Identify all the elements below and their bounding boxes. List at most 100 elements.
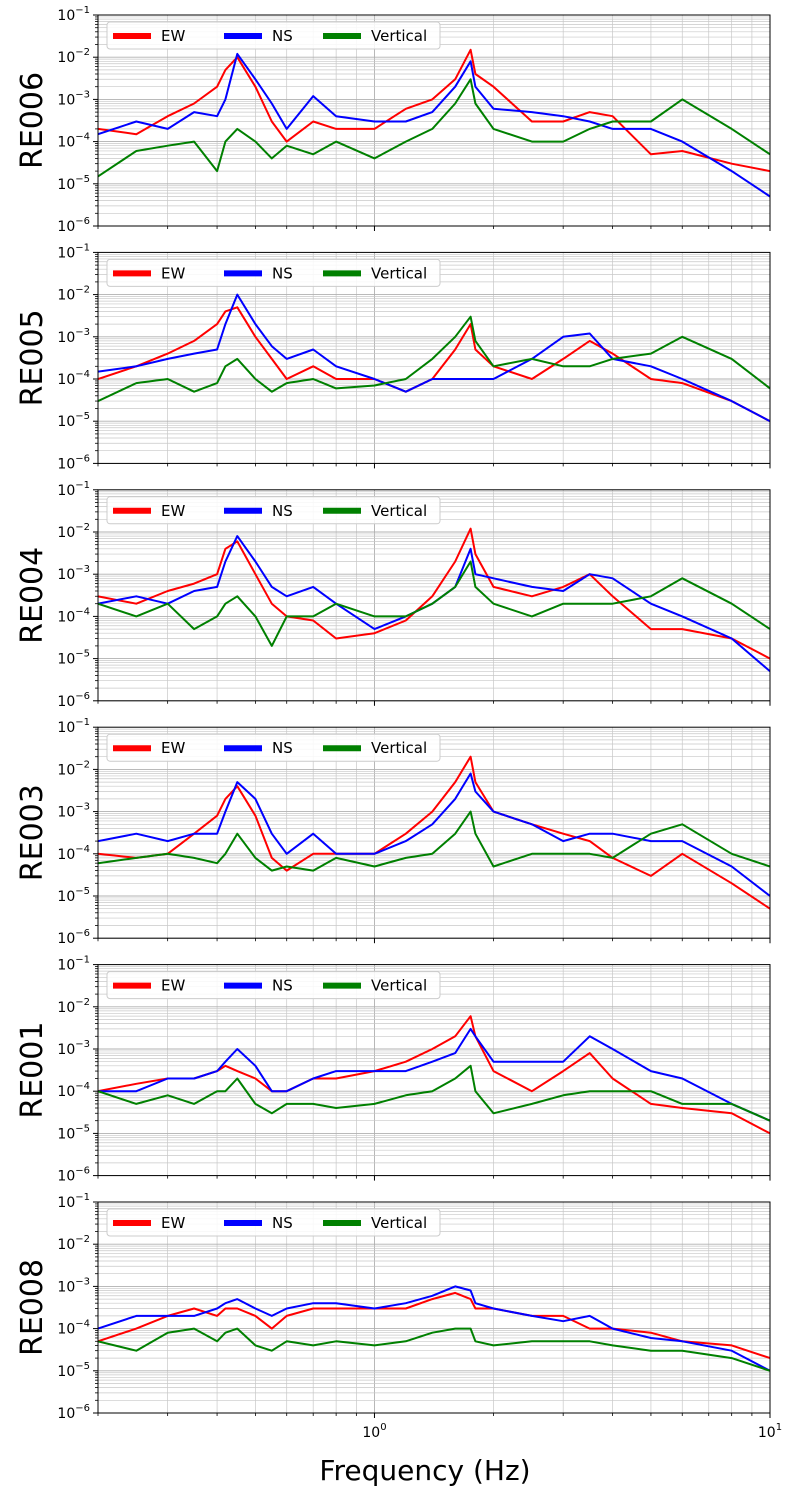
legend-label-ew: EW — [161, 502, 185, 520]
legend-label-vertical: Vertical — [371, 739, 427, 757]
series-line-vertical — [98, 810, 770, 872]
legend-box — [106, 1208, 441, 1237]
y-tick-label: 10−2 — [57, 759, 90, 778]
legend: EW NS Vertical — [106, 971, 441, 1000]
y-tick-label: 10−1 — [57, 242, 90, 261]
series-line-ns — [98, 772, 770, 897]
y-tick-label: 10−2 — [57, 285, 90, 304]
legend-label-ns: NS — [272, 977, 293, 995]
legend: EW NS Vertical — [106, 733, 441, 762]
panel-ylabel: RE001 — [15, 1022, 50, 1119]
legend-label-ns: NS — [272, 27, 293, 45]
legend-label-ns: NS — [272, 264, 293, 282]
legend-label-vertical: Vertical — [371, 264, 427, 282]
y-tick-label: 10−2 — [57, 522, 90, 541]
series-line-vertical — [98, 560, 770, 647]
panel-series — [98, 1285, 770, 1372]
y-tick-label: 10−5 — [57, 411, 90, 430]
panel-grid — [97, 727, 771, 939]
x-tick-label: 101 — [758, 1422, 782, 1441]
legend: EW NS Vertical — [106, 258, 441, 287]
legend-label-ew: EW — [161, 264, 185, 282]
legend: EW NS Vertical — [106, 21, 441, 50]
panel-series — [98, 1015, 770, 1135]
y-tick-label: 10−4 — [57, 1081, 90, 1100]
panel-ylabel: RE006 — [15, 72, 50, 169]
legend-label-ew: EW — [161, 1214, 185, 1232]
panel-series — [98, 293, 770, 423]
series-line-ew — [98, 48, 770, 173]
y-tick-label: 10−6 — [57, 691, 90, 710]
legend: EW NS Vertical — [106, 496, 441, 525]
y-tick-label: 10−4 — [57, 606, 90, 625]
y-tick-label: 10−5 — [57, 1361, 90, 1380]
y-tick-label: 10−6 — [57, 1403, 90, 1422]
panel-frame — [97, 1201, 771, 1414]
y-tick-label: 10−6 — [57, 453, 90, 472]
y-tick-label: 10−6 — [57, 1166, 90, 1185]
series-line-ns — [98, 1285, 770, 1372]
legend-box — [106, 496, 441, 525]
y-tick-label: 10−1 — [57, 480, 90, 499]
y-tick-label: 10−1 — [57, 5, 90, 24]
y-tick-label: 10−2 — [57, 47, 90, 66]
series-line-vertical — [98, 1064, 770, 1122]
y-tick-label: 10−1 — [57, 717, 90, 736]
series-line-vertical — [98, 315, 770, 403]
legend-box — [106, 258, 441, 287]
panel-frame — [97, 14, 771, 227]
y-tick-label: 10−2 — [57, 1234, 90, 1253]
y-tick-label: 10−4 — [57, 1319, 90, 1338]
y-tick-label: 10−2 — [57, 997, 90, 1016]
panel-frame — [97, 489, 771, 702]
legend-label-vertical: Vertical — [371, 1214, 427, 1232]
panel-ylabel: RE008 — [15, 1259, 50, 1356]
legend-label-ns: NS — [272, 739, 293, 757]
y-tick-label: 10−4 — [57, 132, 90, 151]
y-tick-label: 10−3 — [57, 1039, 90, 1058]
panel-re001: 10−6 10−5 10−4 10−3 10−2 10−1 RE001 EW NS Vertica… — [15, 955, 771, 1185]
y-tick-label: 10−3 — [57, 564, 90, 583]
panel-re003: 10−6 10−5 10−4 10−3 10−2 10−1 RE003 EW NS Vertica… — [15, 717, 771, 947]
x-axis-label: Frequency (Hz) — [319, 1454, 530, 1487]
legend-box — [106, 21, 441, 50]
panel-ylabel: RE004 — [15, 547, 50, 644]
y-tick-label: 10−3 — [57, 802, 90, 821]
y-tick-label: 10−5 — [57, 1123, 90, 1142]
y-tick-label: 10−1 — [57, 1192, 90, 1211]
legend-label-ew: EW — [161, 27, 185, 45]
legend: EW NS Vertical — [106, 1208, 441, 1237]
series-line-ew — [98, 755, 770, 910]
panel-series — [98, 527, 770, 673]
legend-label-ew: EW — [161, 977, 185, 995]
panel-frame — [97, 964, 771, 1177]
legend-box — [106, 733, 441, 762]
y-tick-label: 10−6 — [57, 928, 90, 947]
panel-ylabel: RE003 — [15, 784, 50, 881]
y-tick-label: 10−6 — [57, 216, 90, 235]
x-tick-label: 100 — [362, 1422, 386, 1441]
series-line-vertical — [98, 1327, 770, 1372]
y-tick-label: 10−5 — [57, 174, 90, 193]
y-tick-label: 10−5 — [57, 886, 90, 905]
y-tick-label: 10−3 — [57, 89, 90, 108]
panel-series — [98, 755, 770, 910]
panel-re008: 10−6 10−5 10−4 10−3 10−2 10−1 RE008 EW NS Vertica… — [15, 1192, 782, 1441]
panel-ylabel: RE005 — [15, 309, 50, 406]
legend-label-ns: NS — [272, 1214, 293, 1232]
series-line-ew — [98, 527, 770, 660]
legend-label-ew: EW — [161, 739, 185, 757]
panel-re004: 10−6 10−5 10−4 10−3 10−2 10−1 RE004 EW NS Vertica… — [15, 480, 771, 710]
panels-layer: 10−6 10−5 10−4 10−3 10−2 10−1 RE006 EW NS Vertica… — [15, 5, 782, 1441]
y-tick-label: 10−3 — [57, 1276, 90, 1295]
y-tick-label: 10−4 — [57, 844, 90, 863]
y-tick-label: 10−1 — [57, 955, 90, 974]
panel-frame — [97, 726, 771, 939]
series-line-vertical — [98, 78, 770, 178]
y-tick-label: 10−3 — [57, 327, 90, 346]
panel-re006: 10−6 10−5 10−4 10−3 10−2 10−1 RE006 EW NS Vertica… — [15, 5, 771, 235]
panel-frame — [97, 251, 771, 464]
panel-grid — [97, 252, 771, 464]
panel-series — [98, 48, 770, 198]
